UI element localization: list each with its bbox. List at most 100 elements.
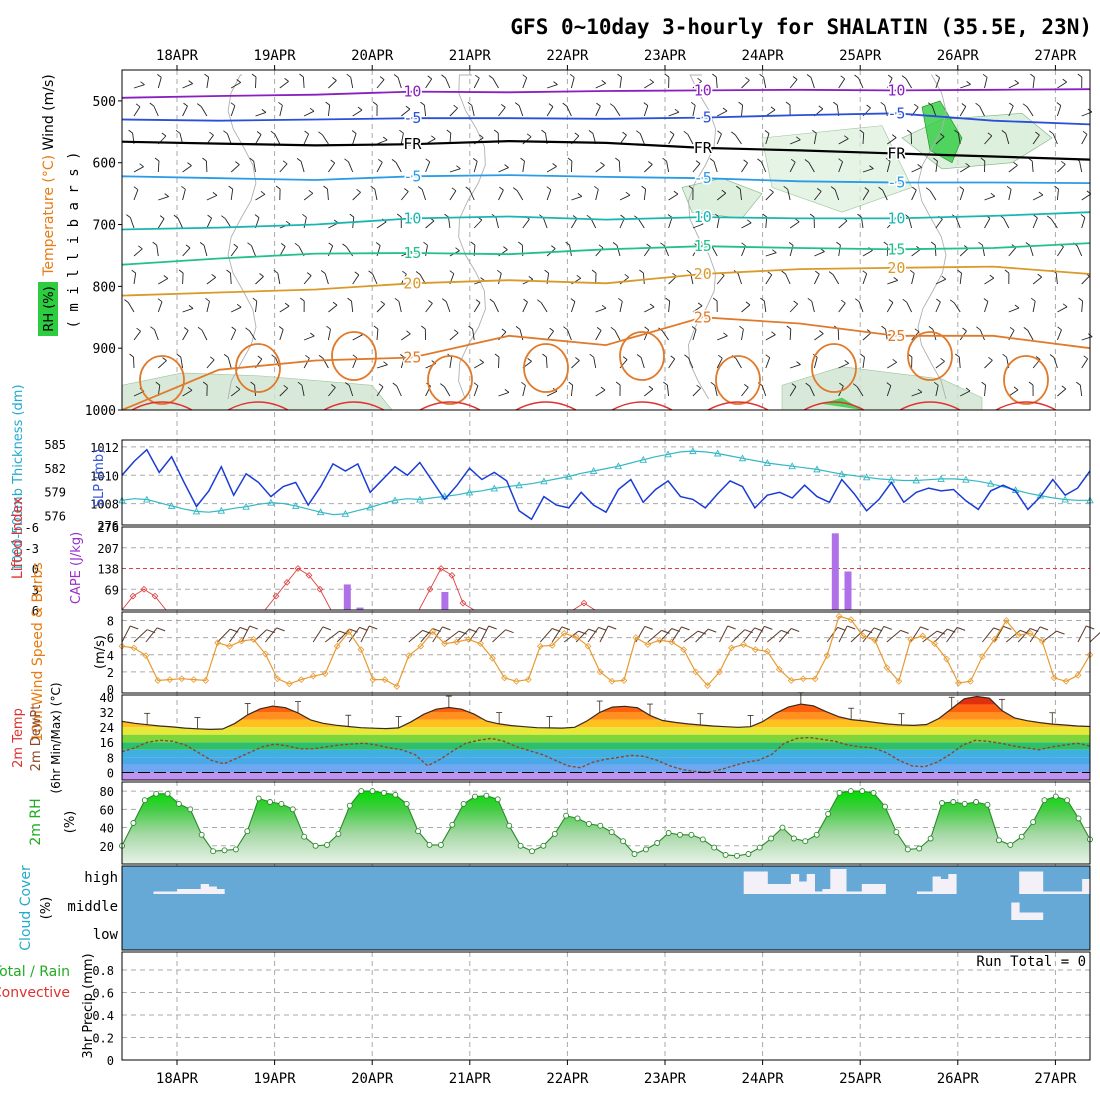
upper-wind-barb-flag: [667, 214, 673, 218]
thickness-marker: [962, 475, 970, 483]
upper-wind-barb-flag: [187, 386, 193, 391]
upper-wind-barb: [789, 161, 796, 173]
upper-wind-barb-flag: [399, 129, 404, 134]
rh-marker: [722, 851, 729, 858]
upper-wind-barb-flag: [912, 186, 917, 191]
upper-wind-barb-flag: [982, 73, 988, 78]
upper-wind-barb-flag: [383, 361, 388, 366]
temp-tick-label: 40: [100, 691, 114, 705]
rh-marker: [882, 803, 888, 810]
upper-wind-barb-flag: [479, 134, 484, 139]
surface-temp-contour: [427, 355, 473, 405]
upper-wind-barb: [668, 217, 673, 229]
upper-wind-barb: [327, 245, 334, 257]
wind-speed-marker: [704, 682, 711, 689]
wind-speed-marker: [214, 639, 221, 647]
upper-wind-barb: [230, 164, 240, 173]
wind-speed-marker: [1014, 631, 1022, 639]
upper-wind-barb: [642, 272, 645, 285]
upper-wind-barb-flag: [528, 276, 534, 280]
wind-barb: [934, 628, 948, 643]
upper-wind-barb-flag: [211, 274, 216, 278]
upper-wind-barb: [518, 105, 524, 117]
rh-marker: [164, 790, 171, 797]
wind-barb: [1089, 631, 1100, 643]
thickness-marker: [341, 509, 350, 517]
upper-wind-barb-flag: [245, 327, 250, 332]
upper-wind-barb-flag: [278, 101, 283, 106]
wind-tick-label: 6: [107, 632, 114, 646]
rh-area: [122, 791, 1090, 864]
wind-barb: [217, 628, 231, 643]
upper-wind-barb-flag: [925, 187, 931, 192]
upper-wind-barb-flag: [423, 241, 428, 246]
upper-wind-barb-flag: [537, 299, 542, 304]
wind-barb: [456, 628, 470, 643]
upper-wind-barb-flag: [601, 80, 606, 84]
upper-wind-barb-flag: [1048, 130, 1054, 135]
upper-wind-barb: [959, 189, 965, 201]
isotherm-label: 10: [887, 81, 905, 99]
rh-tick-label: 60: [100, 803, 114, 817]
upper-wind-barb-flag: [304, 130, 309, 135]
upper-wind-barb-flag: [670, 355, 675, 360]
upper-wind-barb: [887, 361, 897, 369]
upper-wind-barb-flag: [695, 160, 701, 164]
rh-marker: [312, 842, 319, 849]
upper-wind-barb-flag: [522, 74, 527, 79]
isotherm-label: 15: [887, 240, 905, 258]
upper-wind-barb-flag: [816, 188, 822, 192]
upper-wind-barb: [279, 387, 289, 397]
upper-wind-barb: [911, 166, 922, 173]
upper-wind-barb: [546, 189, 552, 201]
upper-wind-barb: [668, 193, 679, 201]
thickness-marker: [589, 467, 598, 474]
upper-wind-barb: [423, 105, 427, 117]
upper-wind-barb-flag: [641, 185, 646, 190]
upper-wind-barb-flag: [527, 358, 532, 362]
wind-barb: [754, 626, 765, 643]
upper-wind-barb: [595, 82, 606, 89]
upper-wind-barb-flag: [1083, 355, 1088, 360]
thickness-marker: [316, 508, 325, 516]
upper-wind-barb: [328, 304, 338, 313]
wind-barb: [575, 628, 590, 643]
upper-wind-barb: [133, 84, 145, 89]
upper-wind-barb: [473, 362, 484, 369]
run-total-label: Run Total = 0: [976, 954, 1086, 970]
upper-wind-barb-flag: [788, 242, 794, 246]
thickness-marker: [912, 476, 921, 484]
wind-speed-marker: [847, 616, 855, 624]
upper-wind-barb: [182, 389, 193, 397]
upper-wind-barb: [761, 385, 767, 397]
upper-wind-barb: [808, 162, 815, 173]
upper-wind-barb-flag: [187, 162, 192, 166]
upper-wind-barb: [279, 246, 286, 257]
upper-wind-barb: [692, 329, 697, 341]
wind-speed-marker: [166, 676, 174, 683]
upper-wind-barb-flag: [349, 213, 355, 218]
upper-wind-barb: [157, 160, 160, 173]
upper-wind-barb: [443, 386, 451, 397]
upper-wind-barb-flag: [983, 298, 989, 302]
upper-wind-barb: [959, 248, 969, 257]
upper-wind-barb: [814, 251, 825, 257]
wind-speed-marker: [943, 655, 950, 663]
upper-wind-barb: [838, 220, 848, 229]
rh-marker: [244, 828, 251, 835]
upper-wind-barb: [760, 161, 767, 173]
rh-contour: [227, 74, 257, 400]
upper-wind-barb-flag: [544, 269, 549, 274]
upper-wind-barb: [546, 273, 550, 285]
upper-wind-barb-flag: [906, 129, 912, 134]
upper-wind-barb-flag: [284, 78, 289, 82]
temp-tick-label: 16: [100, 736, 114, 750]
surface-temp-contour: [1003, 355, 1049, 405]
rh-blob-low3: [822, 397, 862, 410]
upper-wind-barb: [789, 221, 800, 229]
upper-wind-barb: [595, 389, 606, 397]
high-cloud-bar: [853, 891, 863, 894]
upper-wind-barb: [838, 138, 849, 145]
upper-wind-barb-flag: [280, 243, 286, 247]
